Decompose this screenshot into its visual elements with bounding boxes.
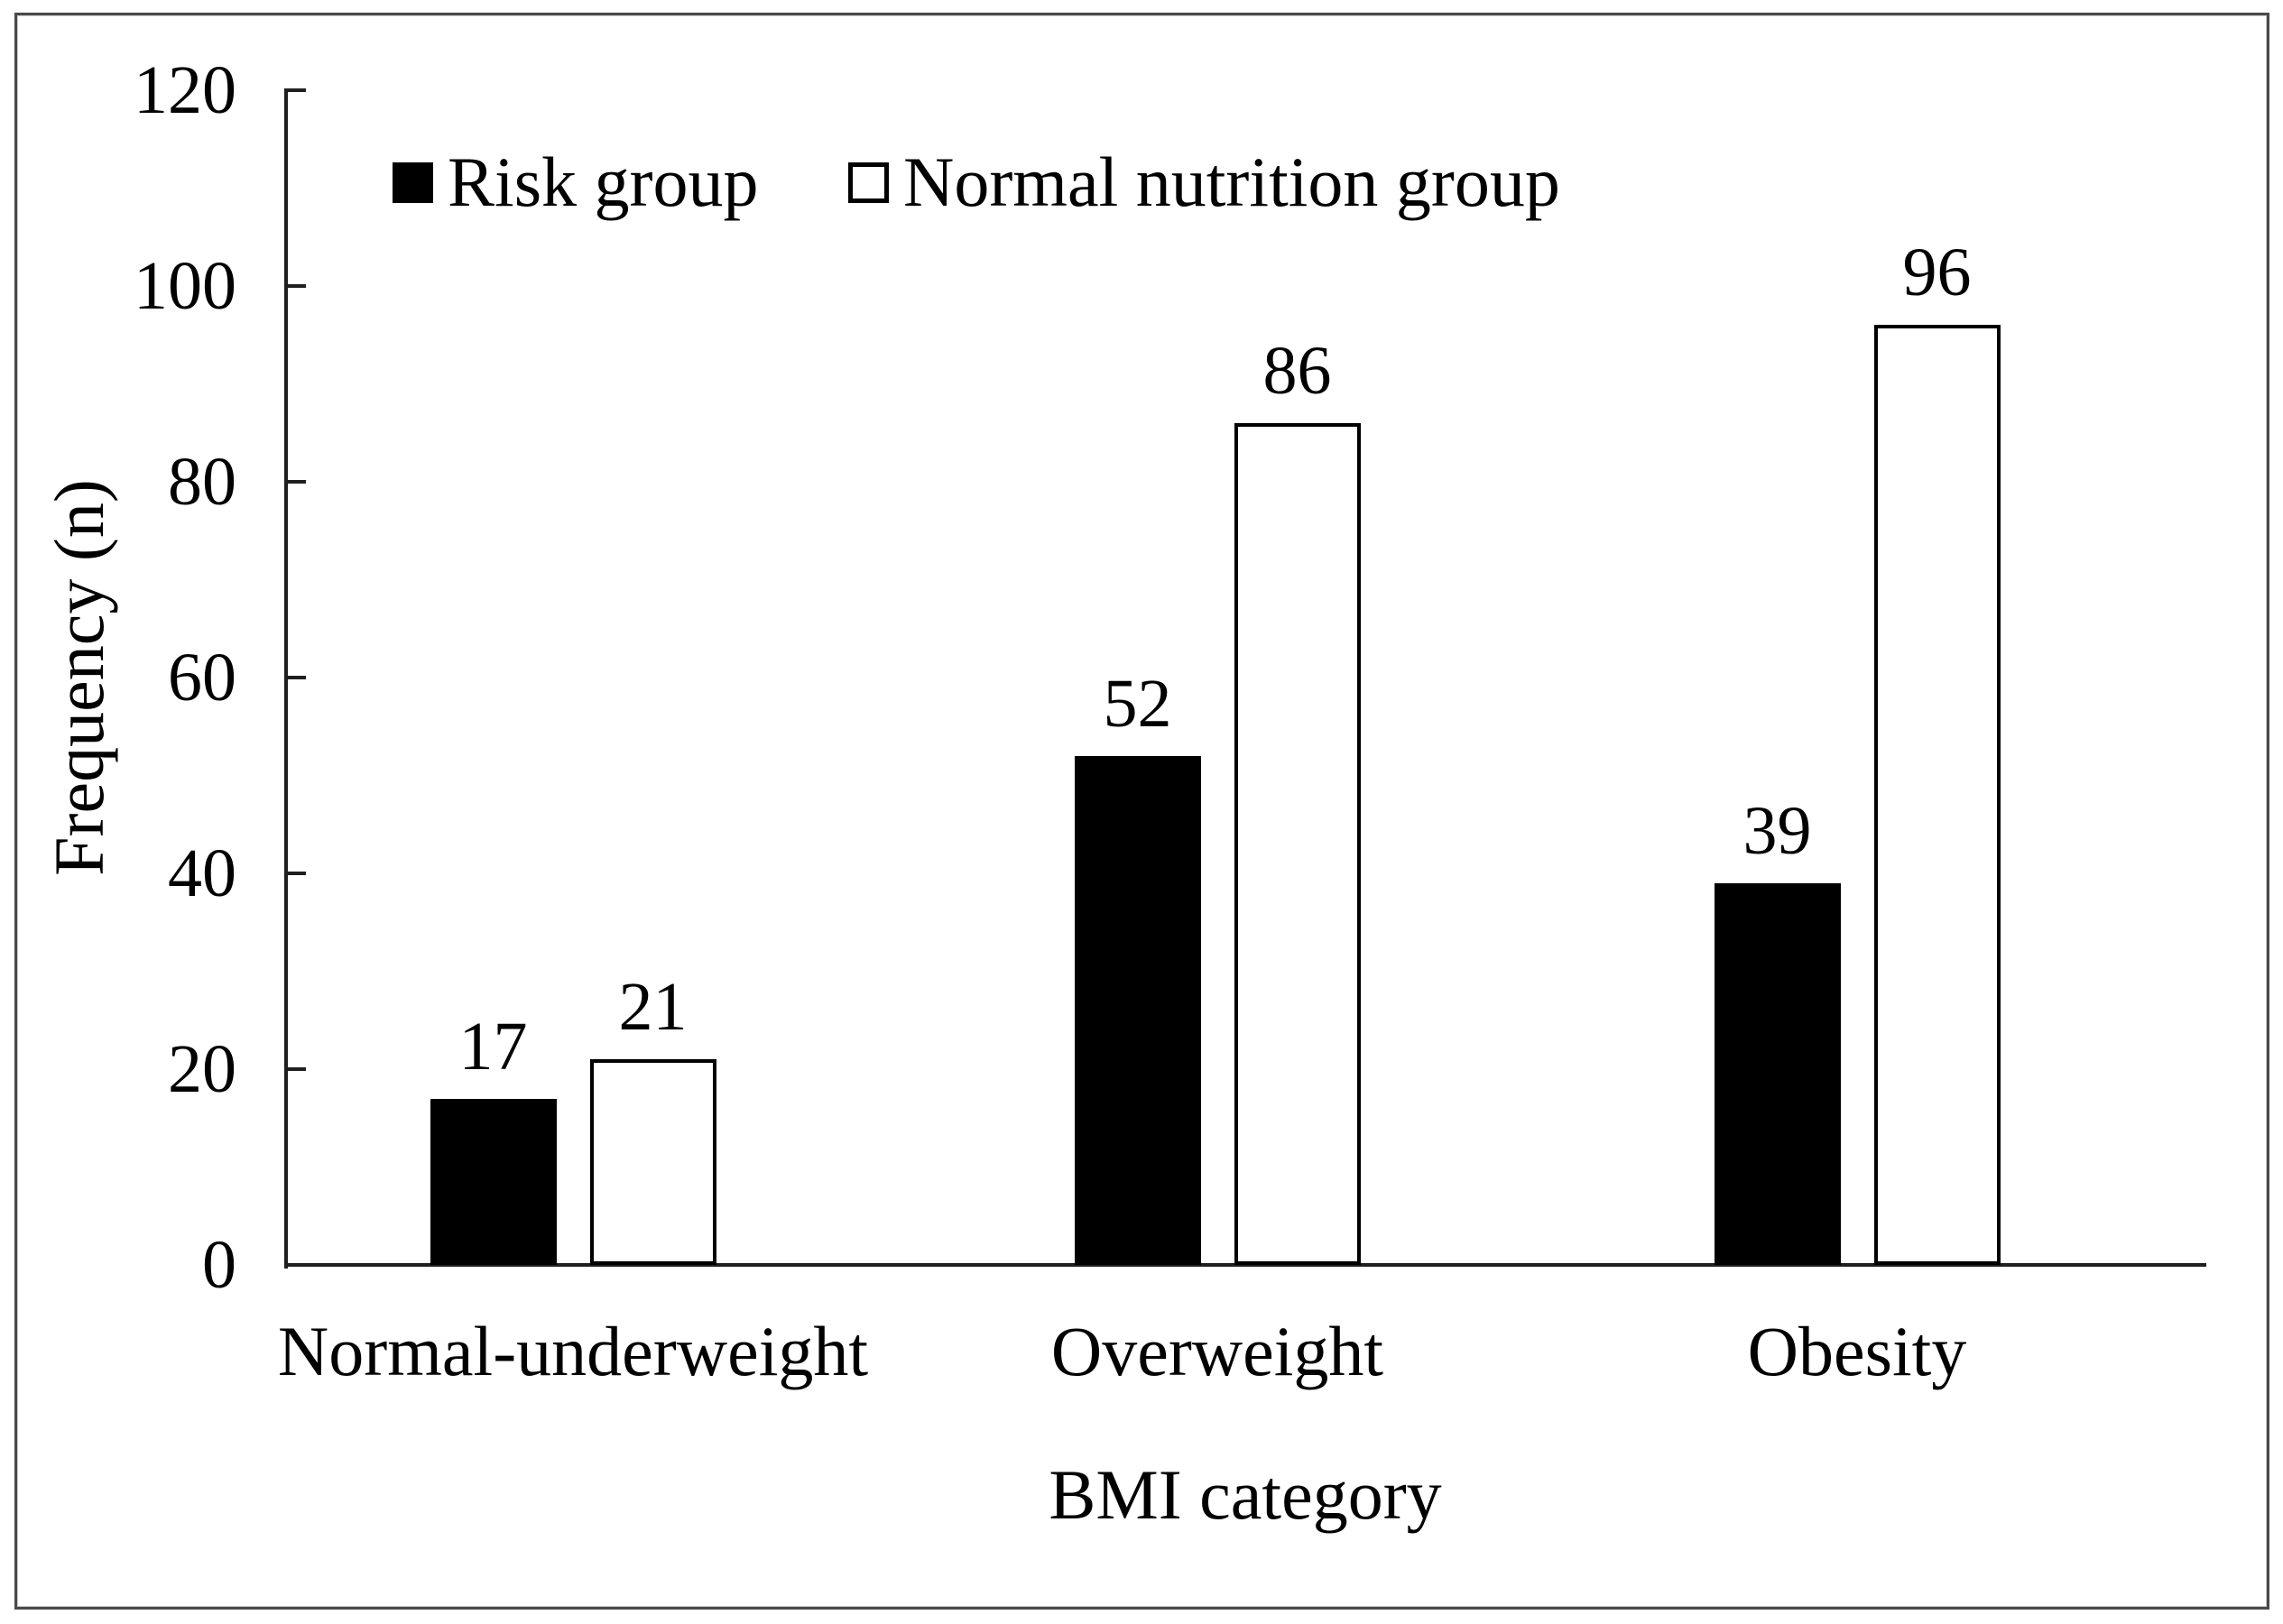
bar-value-label: 39	[1742, 792, 1812, 869]
y-tick	[284, 284, 306, 288]
y-tick-label: 0	[202, 1227, 236, 1303]
category-label: Overweight	[1050, 1312, 1384, 1390]
open-square-icon	[848, 161, 889, 203]
figure-border	[14, 13, 2269, 1610]
bar-value-label: 86	[1262, 332, 1332, 409]
y-axis-title: Frequency (n)	[40, 479, 118, 876]
y-tick-label: 40	[168, 835, 236, 911]
bar-value-label: 17	[458, 1008, 528, 1084]
bar	[1714, 882, 1841, 1265]
bar-value-label: 21	[618, 969, 688, 1046]
filled-square-icon	[393, 161, 433, 203]
bar-value-label: 52	[1103, 665, 1172, 742]
legend: Risk group Normal nutrition group	[0, 137, 2283, 227]
y-tick	[284, 676, 306, 679]
legend-item-risk-group: Risk group	[393, 137, 759, 227]
y-tick	[284, 480, 306, 484]
y-tick	[284, 1067, 306, 1071]
bar	[1074, 755, 1201, 1265]
y-tick-label: 100	[134, 248, 236, 324]
bar-value-label: 96	[1902, 235, 1972, 311]
x-axis-title: BMI category	[1049, 1455, 1442, 1534]
legend-label: Normal nutrition group	[903, 143, 1560, 221]
y-tick-label: 120	[134, 52, 236, 128]
y-tick	[284, 88, 306, 92]
bar	[1873, 325, 2001, 1265]
bar	[589, 1059, 716, 1265]
category-label: Obesity	[1747, 1312, 1967, 1390]
y-axis-line	[284, 90, 288, 1269]
legend-label: Risk group	[448, 143, 759, 221]
category-label: Normal-underweight	[277, 1312, 869, 1390]
y-tick-label: 80	[168, 444, 236, 520]
x-axis-line	[284, 1263, 2206, 1267]
y-tick-label: 20	[168, 1031, 236, 1107]
y-tick	[284, 872, 306, 875]
y-tick	[284, 1263, 306, 1267]
y-tick-label: 60	[168, 640, 236, 715]
bar	[430, 1098, 557, 1265]
legend-item-normal-nutrition-group: Normal nutrition group	[848, 137, 1560, 227]
bar	[1234, 422, 1361, 1265]
